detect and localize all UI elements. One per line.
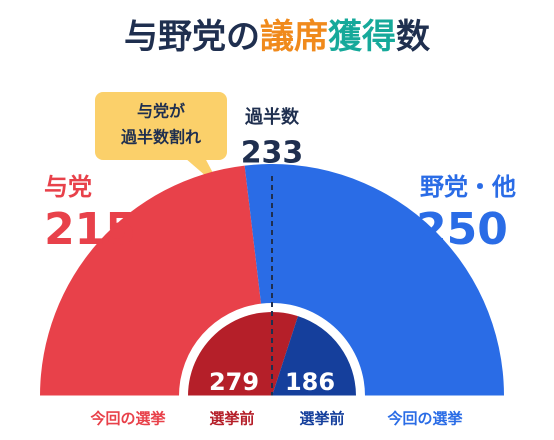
seat-sector [272,316,356,396]
title-part: 議席 [260,17,328,57]
ring-label: 選挙前 [209,410,254,428]
previous-value: 186 [285,368,335,396]
seat-sector [40,165,262,396]
title-part: 数 [396,17,430,57]
ring-label: 選挙前 [299,410,344,428]
annotation-line: 与党が [137,102,185,121]
seat-sector [244,164,505,396]
title-part: 獲得 [328,17,396,57]
annotation-bubble: 与党が 過半数割れ [95,92,227,190]
title-part: 与野党の [124,17,260,57]
current-value: 215 [44,204,136,255]
series-name: 与党 [44,173,92,201]
seat-sector [188,312,298,396]
chart-title: 与野党の議席獲得数 [124,17,430,57]
previous-value: 279 [209,368,259,396]
bubble-box [95,92,227,160]
current-value: 250 [416,204,508,255]
annotation-line: 過半数割れ [120,128,201,147]
ring-label: 今回の選挙 [386,410,463,428]
majority-label: 過半数 [245,106,300,128]
ring-label: 今回の選挙 [89,410,166,428]
series-name: 野党・他 [420,173,516,201]
